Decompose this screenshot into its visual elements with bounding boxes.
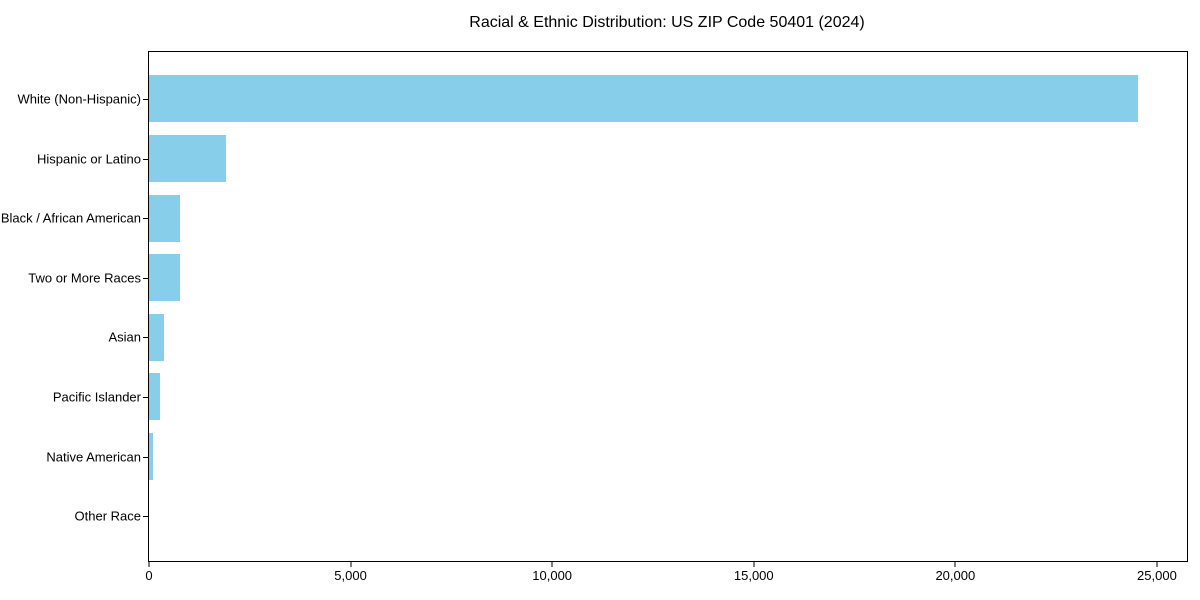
y-tick-label: Hispanic or Latino [36,151,141,166]
y-tick-label: Other Race [74,508,141,524]
plot-area: White (Non-Hispanic) Hispanic or Latino Bl… [1,51,1188,582]
x-tick-mark [148,561,150,567]
bar [149,254,180,302]
chart-title: Racial & Ethnic Distribution: US ZIP Cod… [469,14,865,31]
x-tick-label: 0 [145,568,153,583]
y-tick-mark [143,98,149,100]
y-tick-label: Asian [108,329,141,345]
y-tick-mark [143,158,149,160]
bar [149,75,1138,123]
y-tick-mark [143,218,149,220]
x-tick-label: 10,000 [532,568,573,583]
x-tick-mark [1156,561,1158,567]
y-tick-label: Native American [46,449,141,464]
y-tick-mark [143,456,149,458]
y-tick-mark [143,516,149,518]
x-tick-mark [551,561,553,567]
y-tick-label: Two or More Races [28,270,141,286]
x-tick-label: 5,000 [334,568,367,583]
x-tick-label: 25,000 [1137,568,1177,583]
y-tick-label: Pacific Islander [52,389,141,405]
x-tick-label: 15,000 [733,568,774,583]
bar [149,194,181,242]
bar [149,135,226,182]
y-tick-mark [143,396,149,398]
bar [149,313,164,361]
bar [149,433,153,480]
y-tick-label: White (Non-Hispanic) [17,91,141,107]
y-tick-mark [143,277,149,279]
x-tick-mark [753,561,755,567]
x-tick-label: 20,000 [935,568,976,583]
y-tick-mark [143,337,149,339]
y-tick-label: Black / African American [0,210,141,226]
x-tick-mark [350,561,352,567]
bar [149,373,160,421]
x-tick-mark [954,561,956,567]
